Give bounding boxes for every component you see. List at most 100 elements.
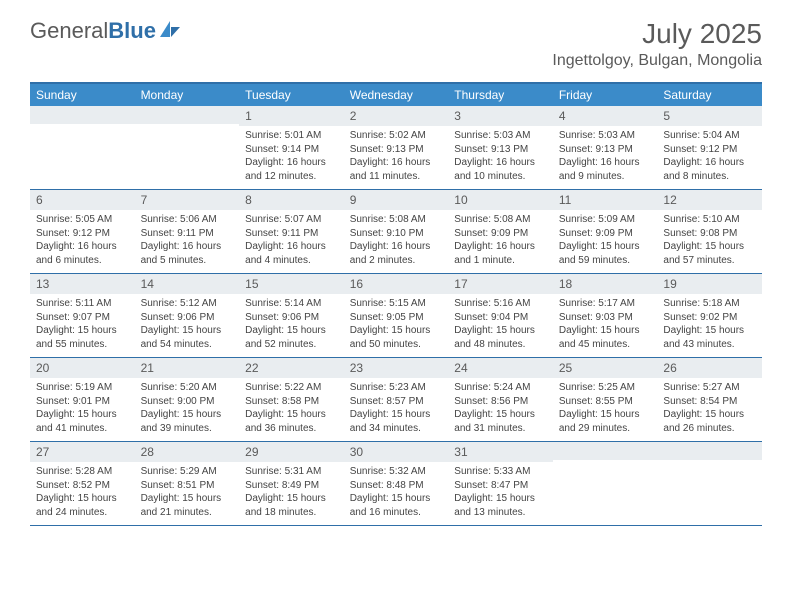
day-cell: 23Sunrise: 5:23 AMSunset: 8:57 PMDayligh…	[344, 358, 449, 441]
day-line: Daylight: 15 hours	[141, 492, 234, 506]
day-line: and 9 minutes.	[559, 170, 652, 184]
day-cell: 16Sunrise: 5:15 AMSunset: 9:05 PMDayligh…	[344, 274, 449, 357]
day-cell: 17Sunrise: 5:16 AMSunset: 9:04 PMDayligh…	[448, 274, 553, 357]
day-line: Sunrise: 5:06 AM	[141, 213, 234, 227]
day-body: Sunrise: 5:22 AMSunset: 8:58 PMDaylight:…	[239, 378, 344, 441]
day-body: Sunrise: 5:15 AMSunset: 9:05 PMDaylight:…	[344, 294, 449, 357]
day-number: 11	[553, 190, 658, 210]
day-line: and 45 minutes.	[559, 338, 652, 352]
day-cell: 27Sunrise: 5:28 AMSunset: 8:52 PMDayligh…	[30, 442, 135, 525]
day-number: 28	[135, 442, 240, 462]
day-body: Sunrise: 5:20 AMSunset: 9:00 PMDaylight:…	[135, 378, 240, 441]
day-line: and 43 minutes.	[663, 338, 756, 352]
header: GeneralBlue July 2025 Ingettolgoy, Bulga…	[0, 0, 792, 76]
day-cell: 4Sunrise: 5:03 AMSunset: 9:13 PMDaylight…	[553, 106, 658, 189]
day-line: Daylight: 16 hours	[245, 156, 338, 170]
month-title: July 2025	[552, 18, 762, 50]
day-line: Sunset: 9:11 PM	[141, 227, 234, 241]
day-line: Sunrise: 5:27 AM	[663, 381, 756, 395]
day-line: and 29 minutes.	[559, 422, 652, 436]
day-body: Sunrise: 5:07 AMSunset: 9:11 PMDaylight:…	[239, 210, 344, 273]
day-body: Sunrise: 5:04 AMSunset: 9:12 PMDaylight:…	[657, 126, 762, 189]
day-cell: 9Sunrise: 5:08 AMSunset: 9:10 PMDaylight…	[344, 190, 449, 273]
day-line: Daylight: 15 hours	[663, 324, 756, 338]
day-line: Daylight: 15 hours	[663, 408, 756, 422]
day-number: 16	[344, 274, 449, 294]
day-line: Daylight: 15 hours	[559, 240, 652, 254]
day-body: Sunrise: 5:01 AMSunset: 9:14 PMDaylight:…	[239, 126, 344, 189]
day-line: Sunset: 8:51 PM	[141, 479, 234, 493]
day-header: Thursday	[448, 84, 553, 106]
day-line: Daylight: 15 hours	[36, 324, 129, 338]
logo-part1: General	[30, 18, 108, 43]
day-cell	[30, 106, 135, 189]
day-line: Sunset: 9:07 PM	[36, 311, 129, 325]
calendar: Sunday Monday Tuesday Wednesday Thursday…	[30, 82, 762, 526]
day-cell: 7Sunrise: 5:06 AMSunset: 9:11 PMDaylight…	[135, 190, 240, 273]
day-cell: 2Sunrise: 5:02 AMSunset: 9:13 PMDaylight…	[344, 106, 449, 189]
day-line: Sunset: 9:09 PM	[454, 227, 547, 241]
day-line: Sunrise: 5:19 AM	[36, 381, 129, 395]
day-line: Sunrise: 5:05 AM	[36, 213, 129, 227]
day-line: Sunset: 9:04 PM	[454, 311, 547, 325]
day-line: Sunset: 9:13 PM	[454, 143, 547, 157]
day-line: Daylight: 16 hours	[350, 156, 443, 170]
day-number: 7	[135, 190, 240, 210]
day-number: 27	[30, 442, 135, 462]
day-line: Sunset: 8:49 PM	[245, 479, 338, 493]
day-number: 5	[657, 106, 762, 126]
day-body: Sunrise: 5:33 AMSunset: 8:47 PMDaylight:…	[448, 462, 553, 525]
day-line: Sunrise: 5:23 AM	[350, 381, 443, 395]
day-line: Sunrise: 5:10 AM	[663, 213, 756, 227]
day-line: and 50 minutes.	[350, 338, 443, 352]
day-body: Sunrise: 5:25 AMSunset: 8:55 PMDaylight:…	[553, 378, 658, 441]
day-body: Sunrise: 5:29 AMSunset: 8:51 PMDaylight:…	[135, 462, 240, 525]
day-line: and 16 minutes.	[350, 506, 443, 520]
day-cell: 18Sunrise: 5:17 AMSunset: 9:03 PMDayligh…	[553, 274, 658, 357]
day-body: Sunrise: 5:11 AMSunset: 9:07 PMDaylight:…	[30, 294, 135, 357]
day-line: Daylight: 16 hours	[454, 156, 547, 170]
day-cell: 30Sunrise: 5:32 AMSunset: 8:48 PMDayligh…	[344, 442, 449, 525]
day-number: 10	[448, 190, 553, 210]
day-cell: 5Sunrise: 5:04 AMSunset: 9:12 PMDaylight…	[657, 106, 762, 189]
day-body: Sunrise: 5:19 AMSunset: 9:01 PMDaylight:…	[30, 378, 135, 441]
day-cell: 13Sunrise: 5:11 AMSunset: 9:07 PMDayligh…	[30, 274, 135, 357]
day-line: and 5 minutes.	[141, 254, 234, 268]
day-body: Sunrise: 5:23 AMSunset: 8:57 PMDaylight:…	[344, 378, 449, 441]
day-line: and 6 minutes.	[36, 254, 129, 268]
day-body: Sunrise: 5:18 AMSunset: 9:02 PMDaylight:…	[657, 294, 762, 357]
day-line: Daylight: 16 hours	[350, 240, 443, 254]
day-body	[135, 124, 240, 182]
day-body: Sunrise: 5:03 AMSunset: 9:13 PMDaylight:…	[553, 126, 658, 189]
day-body: Sunrise: 5:08 AMSunset: 9:09 PMDaylight:…	[448, 210, 553, 273]
day-line: Daylight: 15 hours	[36, 492, 129, 506]
day-line: Daylight: 16 hours	[454, 240, 547, 254]
day-line: Sunset: 8:52 PM	[36, 479, 129, 493]
day-body: Sunrise: 5:08 AMSunset: 9:10 PMDaylight:…	[344, 210, 449, 273]
day-line: Sunrise: 5:33 AM	[454, 465, 547, 479]
day-line: Sunset: 8:57 PM	[350, 395, 443, 409]
day-body: Sunrise: 5:17 AMSunset: 9:03 PMDaylight:…	[553, 294, 658, 357]
day-number: 15	[239, 274, 344, 294]
day-body: Sunrise: 5:10 AMSunset: 9:08 PMDaylight:…	[657, 210, 762, 273]
day-line: Sunset: 8:54 PM	[663, 395, 756, 409]
day-line: Sunset: 9:08 PM	[663, 227, 756, 241]
day-number: 21	[135, 358, 240, 378]
logo-text: GeneralBlue	[30, 18, 156, 44]
day-line: Sunset: 9:02 PM	[663, 311, 756, 325]
title-block: July 2025 Ingettolgoy, Bulgan, Mongolia	[552, 18, 762, 70]
day-line: and 34 minutes.	[350, 422, 443, 436]
day-body: Sunrise: 5:05 AMSunset: 9:12 PMDaylight:…	[30, 210, 135, 273]
day-cell: 3Sunrise: 5:03 AMSunset: 9:13 PMDaylight…	[448, 106, 553, 189]
day-line: Sunrise: 5:15 AM	[350, 297, 443, 311]
day-line: Sunrise: 5:29 AM	[141, 465, 234, 479]
day-line: Sunrise: 5:24 AM	[454, 381, 547, 395]
day-number: 2	[344, 106, 449, 126]
day-line: Daylight: 16 hours	[36, 240, 129, 254]
day-line: Sunset: 9:12 PM	[663, 143, 756, 157]
day-number: 29	[239, 442, 344, 462]
day-body: Sunrise: 5:02 AMSunset: 9:13 PMDaylight:…	[344, 126, 449, 189]
day-line: Sunset: 8:48 PM	[350, 479, 443, 493]
day-number: 18	[553, 274, 658, 294]
day-line: Sunset: 8:55 PM	[559, 395, 652, 409]
